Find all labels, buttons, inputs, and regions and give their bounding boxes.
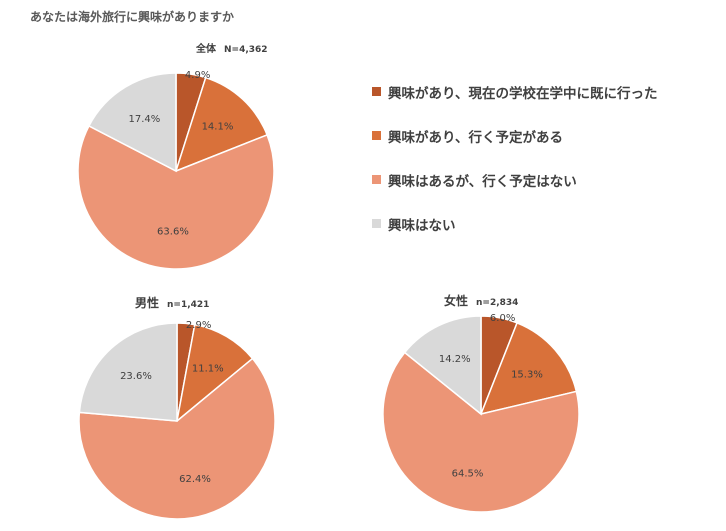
pie-overall-subtitle: 全体 bbox=[196, 44, 216, 55]
pie-data-label-interested-no-plan: 62.4% bbox=[179, 474, 211, 485]
pie-data-label-not-interested: 17.4% bbox=[129, 114, 161, 125]
legend-label: 興味はあるが、行く予定はない bbox=[388, 174, 577, 190]
pie-data-label-visited: 4.9% bbox=[185, 70, 210, 81]
pie-data-label-planned: 11.1% bbox=[192, 364, 224, 375]
legend-swatch bbox=[372, 87, 381, 96]
legend-swatch bbox=[372, 219, 381, 228]
pie-overall-n: N=4,362 bbox=[224, 45, 268, 55]
pie-slice-interested-no-plan bbox=[78, 357, 276, 520]
pie-data-label-planned: 14.1% bbox=[202, 122, 234, 133]
pie-female-subtitle: 女性 bbox=[444, 294, 469, 308]
pie-data-label-planned: 15.3% bbox=[511, 369, 543, 380]
pie-chart-overall: 4.9% 14.1% 63.6% 17.4% bbox=[77, 70, 275, 270]
pie-slice-planned bbox=[175, 323, 254, 423]
pie-data-label-interested-no-plan: 63.6% bbox=[157, 227, 189, 238]
pie-slice-interested-no-plan bbox=[77, 124, 275, 270]
legend-label: 興味はない bbox=[388, 218, 456, 234]
pie-slice-not-interested bbox=[78, 322, 178, 422]
pie-female-n: n=2,834 bbox=[476, 298, 519, 308]
pie-overall-header: 全体 N=4,362 bbox=[196, 37, 268, 56]
pie-male-subtitle: 男性 bbox=[135, 296, 160, 310]
pie-slice-planned bbox=[479, 321, 578, 416]
pie-female-header: 女性 n=2,834 bbox=[444, 290, 518, 309]
legend-swatch bbox=[372, 175, 381, 184]
pie-slice-interested-no-plan bbox=[382, 351, 580, 513]
pie-data-label-visited: 6.0% bbox=[490, 313, 515, 324]
pie-chart-male: 2.9% 11.1% 62.4% 23.6% bbox=[78, 320, 276, 520]
pie-data-label-not-interested: 14.2% bbox=[439, 354, 471, 365]
pie-data-label-interested-no-plan: 64.5% bbox=[452, 468, 484, 479]
pie-slice-planned bbox=[174, 76, 269, 173]
pie-chart-female: 6.0% 15.3% 64.5% 14.2% bbox=[382, 313, 580, 513]
pie-data-label-visited: 2.9% bbox=[186, 320, 211, 331]
pie-data-label-not-interested: 23.6% bbox=[120, 371, 152, 382]
pie-slice-not-interested bbox=[403, 315, 482, 416]
chart-title: あなたは海外旅行に興味がありますか bbox=[30, 10, 235, 24]
legend-label: 興味があり、現在の学校在学中に既に行った bbox=[388, 86, 658, 102]
legend-swatch bbox=[372, 131, 381, 140]
pie-male-header: 男性 n=1,421 bbox=[135, 292, 209, 311]
pie-slice-not-interested bbox=[87, 72, 177, 173]
pie-male-n: n=1,421 bbox=[167, 300, 210, 310]
legend-label: 興味があり、行く予定がある bbox=[388, 130, 563, 146]
